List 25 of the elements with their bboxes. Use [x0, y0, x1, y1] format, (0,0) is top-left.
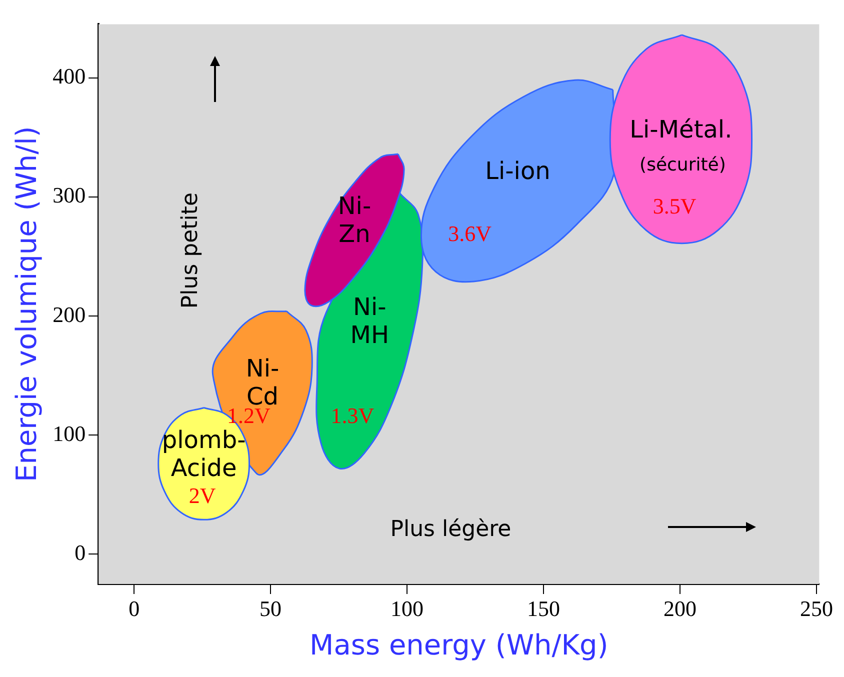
annotation: 2V — [188, 482, 216, 508]
x-tick-label: 0 — [128, 596, 140, 621]
y-tick-label: 200 — [52, 302, 86, 327]
y-tick-label: 400 — [52, 64, 86, 89]
series-label: Li-ion — [485, 157, 550, 186]
y-tick-label: 0 — [74, 540, 86, 566]
x-axis-title: Mass energy (Wh/Kg) — [310, 628, 608, 662]
series-label: Ni-Zn — [338, 192, 372, 248]
x-tick-label: 200 — [663, 596, 696, 621]
annotation: 3.5V — [652, 193, 696, 218]
annotation: Plus petite — [178, 192, 204, 309]
y-tick-label: 100 — [52, 420, 86, 446]
annotation: 1.3V — [330, 403, 374, 428]
x-tick-label: 50 — [260, 596, 282, 621]
series-label: Ni-MH — [350, 293, 390, 350]
series-label: Li-Métal. — [630, 115, 732, 144]
x-tick-label: 150 — [527, 596, 560, 621]
annotation: Plus légère — [390, 517, 512, 542]
series-label: plomb-Acide — [162, 426, 246, 482]
x-tick-label: 250 — [800, 596, 833, 621]
annotation: (sécurité) — [640, 154, 726, 176]
x-tick-label: 100 — [390, 596, 424, 621]
y-tick-label: 300 — [52, 182, 86, 208]
y-axis-title: Energie volumique (Wh/l) — [10, 126, 44, 482]
annotation: 3.6V — [448, 220, 492, 246]
